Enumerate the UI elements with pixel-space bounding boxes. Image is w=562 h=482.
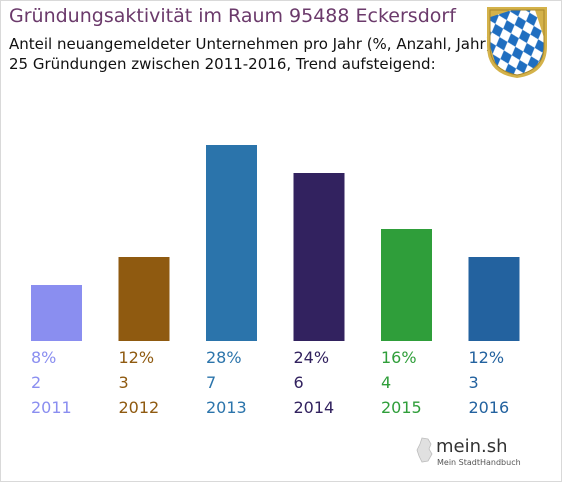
percent-label-2016: 12% (468, 348, 505, 367)
bar-2014 (293, 173, 345, 341)
percent-label-2013: 28% (206, 348, 242, 367)
percent-label-2011: 8% (31, 348, 57, 367)
year-label-2016: 2016 (468, 398, 510, 417)
logo-text: mein.sh (436, 436, 508, 457)
germany-map-icon (416, 437, 433, 463)
year-label-2011: 2011 (31, 398, 72, 417)
percent-label-2015: 16% (381, 348, 417, 367)
percent-label-2014: 24% (293, 348, 330, 367)
count-label-2015: 4 (381, 373, 392, 392)
bar-2012 (118, 257, 170, 341)
bavaria-coat-of-arms-icon (487, 7, 547, 78)
count-label-2016: 3 (468, 373, 479, 392)
year-label-2012: 2012 (118, 398, 160, 417)
chart-subtitle: Anteil neuangemeldeter Unternehmen pro J… (9, 35, 492, 53)
bar-2015 (381, 229, 432, 341)
bar-2013 (206, 145, 257, 341)
count-label-2014: 6 (293, 373, 304, 392)
count-label-2011: 2 (31, 373, 42, 392)
year-label-2015: 2015 (381, 398, 422, 417)
count-label-2013: 7 (206, 373, 217, 392)
chart-summary: 25 Gründungen zwischen 2011-2016, Trend … (9, 55, 436, 73)
chart-title: Gründungsaktivität im Raum 95488 Eckersd… (9, 5, 456, 27)
mein-sh-logo (414, 430, 544, 472)
year-label-2014: 2014 (293, 398, 335, 417)
percent-label-2012: 12% (118, 348, 155, 367)
count-label-2012: 3 (118, 373, 129, 392)
logo-tagline: Mein StadtHandbuch (437, 458, 521, 467)
bar-2016 (468, 257, 520, 341)
bar-2011 (31, 285, 82, 341)
year-label-2013: 2013 (206, 398, 247, 417)
